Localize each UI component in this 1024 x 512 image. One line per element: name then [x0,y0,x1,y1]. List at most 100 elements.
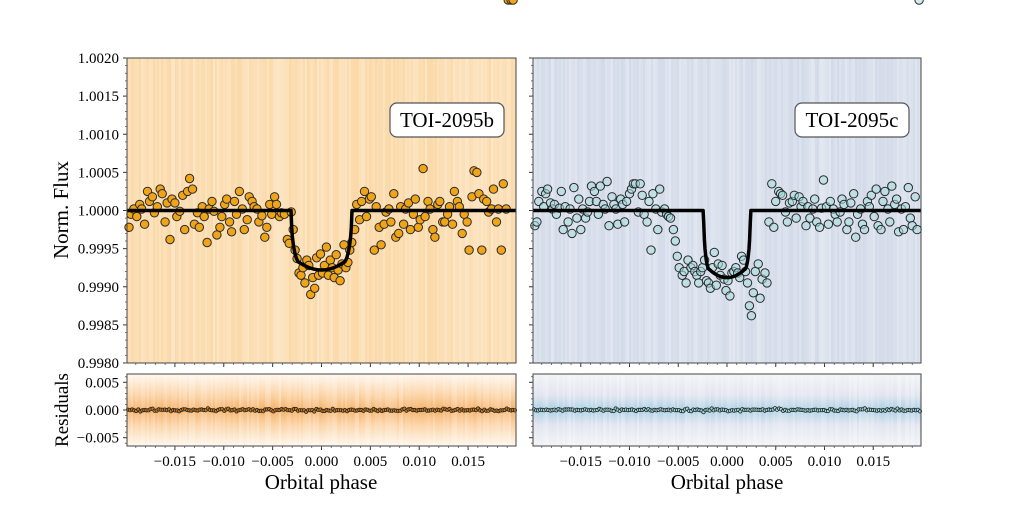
xtick-label: 0.005 [353,454,387,470]
data-point [420,211,430,222]
data-point [423,196,433,207]
xtick-label: −0.010 [608,454,650,470]
data-point [498,179,508,189]
data-point [356,196,367,207]
data-point [369,245,379,255]
data-point [331,250,341,260]
data-point [903,182,913,193]
ytick-label: 0.9980 [78,356,119,372]
panel-toi-2095b: 1.0020 1.0015 1.0010 1.0005 1.0000 0.9995 0.99… [78,0,518,372]
data-point [187,184,198,194]
data-point [482,196,492,207]
data-point [725,291,735,301]
background-streak [733,58,735,363]
background-streak [747,58,749,363]
data-point [777,190,788,201]
data-point [217,211,227,222]
data-point [147,192,158,202]
data-point [226,227,237,237]
background-streak [331,58,333,363]
data-point [222,194,232,204]
data-point [771,196,781,207]
data-point [866,190,876,201]
data-point [885,217,895,227]
data-point [602,176,612,187]
data-point [574,194,584,204]
data-point [635,179,645,189]
data-point [435,196,445,207]
background-streak [325,58,327,363]
ytick-label: −0.005 [77,431,119,447]
background-streak [343,58,345,363]
data-point [496,245,506,255]
ytick-label: 1.0020 [78,51,119,67]
data-point [242,215,252,225]
background-streak [739,58,741,363]
data-point [572,213,582,223]
data-point [139,219,150,229]
data-point [665,213,676,223]
data-point [239,224,250,235]
data-point [296,270,306,280]
planet-label-box [389,102,505,138]
data-point [184,173,195,184]
xtick-label: 0.015 [451,454,485,470]
data-point [637,190,647,201]
data-point [558,224,568,235]
xlabel-right: Orbital phase [671,470,784,494]
data-point [508,0,518,5]
residuals-toi-2095c: −0.015 −0.010 −0.005 0.000 0.005 0.010 0.015 [529,373,923,470]
background-streak [317,58,319,363]
background-streak [709,58,711,363]
background-streak [301,58,303,363]
data-point [762,278,772,288]
ylabel-flux: Norm. Flux [49,161,73,260]
data-point [876,224,886,235]
background-streak [745,58,747,363]
data-point [642,217,652,227]
background-streak [737,58,739,363]
xtick-label: 0.015 [856,454,890,470]
background-streak [297,58,299,363]
data-point [681,278,691,288]
data-point [361,211,372,222]
background-streak [743,58,745,363]
background-streak [329,58,331,363]
data-point [818,175,829,185]
data-point [398,219,409,229]
ytick-label: 0.9990 [78,280,119,296]
data-point [389,189,399,199]
data-point [871,184,881,194]
data-point [207,196,217,207]
data-point [619,217,630,227]
xtick-label: −0.005 [657,454,699,470]
background-streak [323,58,325,363]
data-point [849,189,859,199]
data-point [542,184,553,194]
planet-label: TOI-2095b [400,108,494,132]
data-point [194,222,205,233]
xtick-label: −0.015 [560,454,602,470]
background-streak [705,58,707,363]
data-point [753,259,763,269]
background-streak [333,58,335,363]
data-point [449,186,460,197]
panel-toi-2095c: TOI-2095c [529,0,924,367]
data-point [791,213,801,223]
background-streak [307,58,309,363]
data-point [604,221,614,231]
data-point [418,163,428,174]
data-point [782,217,793,227]
data-point [648,189,658,199]
background-streak [721,58,723,363]
background-streak [327,58,329,363]
data-point [428,224,438,235]
background-streak [707,58,709,363]
data-point [321,242,332,252]
data-point [746,311,757,321]
data-point [472,167,482,178]
ytick-label: 0.9985 [78,318,119,334]
background-streak [309,58,311,363]
data-point [810,194,820,204]
data-point [257,211,267,221]
